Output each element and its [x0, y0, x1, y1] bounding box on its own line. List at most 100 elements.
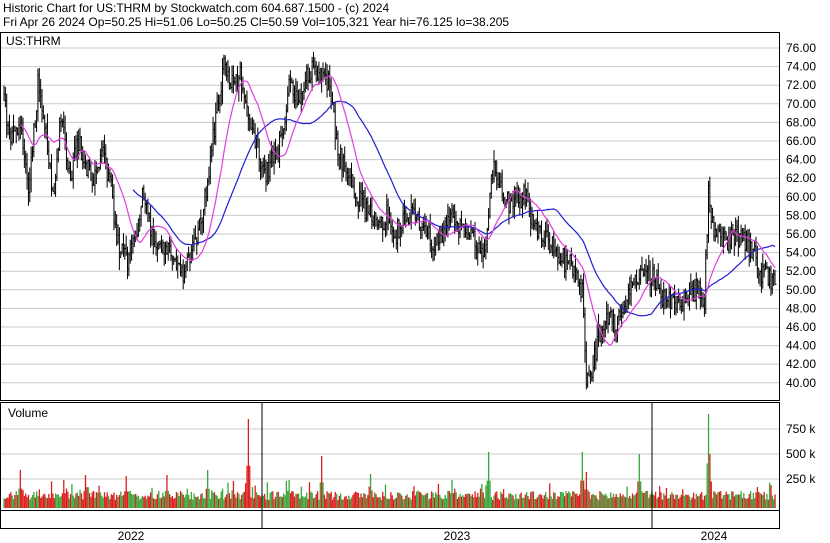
volume-bar [665, 487, 668, 508]
volume-bar [716, 494, 718, 508]
volume-bar [211, 490, 213, 508]
volume-bar [418, 491, 421, 508]
volume-bar [478, 496, 480, 508]
date-tick-label: 2024 [701, 529, 728, 543]
volume-bar [148, 496, 150, 508]
volume-bar [250, 497, 252, 508]
volume-bar [550, 496, 552, 508]
volume-bar [470, 496, 472, 508]
price-tick-label: 42.00 [786, 357, 816, 371]
volume-bar [768, 482, 771, 508]
volume-bar [692, 492, 695, 508]
volume-bar [25, 493, 27, 508]
volume-bar [535, 498, 537, 508]
volume-bar [178, 496, 180, 508]
volume-bar [435, 492, 437, 508]
volume-bar [439, 494, 441, 508]
volume-bar [713, 491, 715, 508]
volume-bar [694, 498, 696, 508]
volume-bar [511, 494, 513, 508]
volume-bar [321, 456, 323, 508]
volume-bar [291, 491, 293, 508]
volume-bar [139, 499, 141, 508]
volume-bar [346, 499, 349, 508]
volume-bar [162, 492, 164, 508]
volume-bar [562, 492, 564, 508]
volume-bar [623, 496, 626, 508]
volume-bar [432, 492, 434, 508]
volume-bar [455, 492, 457, 508]
volume-bar [596, 498, 598, 508]
volume-bar [82, 499, 84, 508]
price-tick-label: 60.00 [786, 190, 816, 204]
volume-grid [1, 428, 779, 480]
volume-bar [688, 496, 691, 508]
volume-bar [574, 493, 577, 508]
volume-bar [553, 492, 555, 508]
volume-bar [424, 495, 426, 508]
volume-bar [155, 499, 157, 508]
volume-bar [147, 495, 149, 508]
volume-bar [459, 493, 461, 508]
volume-bar [773, 499, 775, 508]
volume-bar [94, 497, 96, 508]
volume-bar [319, 482, 321, 508]
volume-bar [604, 493, 607, 508]
volume-bar [554, 492, 556, 508]
volume-bar [154, 499, 156, 508]
volume-bar [771, 495, 773, 508]
volume-bar [568, 491, 570, 508]
volume-bar [492, 499, 494, 508]
volume-bar [71, 484, 73, 508]
volume-bar [304, 496, 307, 508]
volume-bar [429, 498, 431, 508]
volume-bar [12, 498, 15, 508]
volume-bar [352, 495, 354, 508]
volume-bar [504, 498, 506, 508]
volume-bar [259, 496, 262, 508]
volume-bar [145, 498, 148, 508]
volume-bar [226, 494, 228, 508]
chart-header-title: Historic Chart for US:THRM by Stockwatch… [3, 1, 390, 15]
volume-bar [397, 492, 399, 508]
volume-bar [430, 491, 433, 508]
volume-bar [401, 495, 403, 508]
volume-bar [717, 492, 719, 508]
volume-bar [751, 499, 753, 508]
volume-bar [622, 494, 624, 508]
volume-bar [730, 491, 733, 508]
volume-bar [49, 498, 51, 508]
volume-bar [171, 496, 174, 508]
volume-bar [86, 487, 88, 508]
volume-bar [151, 487, 153, 508]
volume-bar [391, 495, 393, 508]
price-bar [33, 123, 36, 158]
volume-bar [463, 496, 465, 508]
volume-bar [337, 499, 339, 508]
volume-bar [445, 498, 448, 508]
volume-bar [420, 492, 422, 508]
volume-bar [388, 498, 391, 508]
volume-bar [737, 494, 740, 508]
volume-bar [280, 496, 282, 508]
volume-bar [595, 495, 597, 508]
volume-bar [276, 492, 278, 508]
volume-bar [612, 493, 615, 508]
volume-bar [486, 480, 488, 508]
volume-bar [113, 492, 115, 508]
volume-bar [603, 495, 605, 508]
volume-bar [591, 494, 593, 508]
volume-bar [18, 488, 20, 508]
volume-bar [697, 496, 699, 508]
volume-bar [27, 494, 30, 508]
volume-bar [602, 494, 604, 508]
volume-bar [344, 496, 346, 508]
volume-bar [242, 492, 244, 508]
volume-bar [585, 472, 588, 508]
volume-bar [38, 489, 40, 508]
volume-bar [34, 497, 36, 508]
volume-bar [621, 496, 623, 508]
volume-bar [7, 497, 9, 508]
volume-bar [170, 497, 172, 508]
volume-bar [724, 494, 726, 508]
